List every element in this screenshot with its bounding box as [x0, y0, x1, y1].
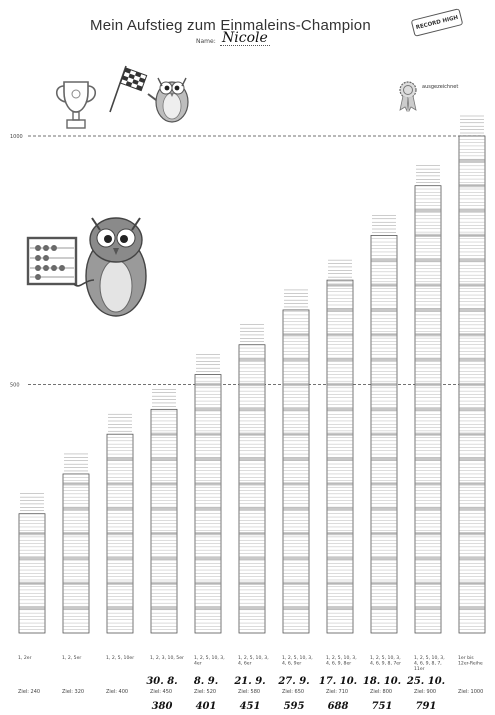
- date-label: 27. 9.: [277, 676, 309, 687]
- goal-label: Ziel: 320: [62, 689, 84, 695]
- bar-1: [18, 493, 46, 634]
- goal-label: Ziel: 580: [238, 689, 260, 695]
- goal-label: Ziel: 400: [106, 689, 128, 695]
- bar-2: [62, 453, 90, 634]
- category-label: 1, 2, 5, 10, 3, 4, 6, 9, 8er: [326, 655, 357, 667]
- date-label: 8. 9.: [194, 676, 218, 687]
- goal-label: Ziel: 650: [282, 689, 304, 695]
- category-label: 1, 2, 3, 10, 5er: [150, 655, 184, 661]
- bar-10: [414, 165, 442, 634]
- bar-3: [106, 413, 134, 634]
- category-label: 1, 2, 5, 10, 3, 4, 6er: [238, 655, 269, 667]
- rosette-icon: [399, 81, 417, 112]
- y-tick-500: 500: [10, 383, 20, 389]
- date-label: 30. 8.: [146, 676, 177, 687]
- bar-4: [150, 389, 178, 634]
- goal-label: Ziel: 710: [326, 689, 348, 695]
- date-label: 21. 9.: [233, 676, 265, 687]
- category-label: 1, 2, 5, 10, 3, 4, 6, 9, 8, 7, 11er: [414, 655, 445, 672]
- score-label: 380: [152, 701, 173, 712]
- date-label: 18. 10.: [363, 676, 401, 687]
- score-label: 595: [284, 701, 305, 712]
- goal-label: Ziel: 240: [18, 689, 40, 695]
- bar-outline: [150, 408, 178, 634]
- bar-6: [238, 324, 266, 634]
- name-label: Name:: [196, 38, 216, 45]
- bar-8: [326, 259, 354, 634]
- score-label: 688: [328, 701, 349, 712]
- trophy-icon: [55, 81, 97, 129]
- goal-label: Ziel: 1000: [458, 689, 483, 695]
- category-label: 1, 2, 5, 10, 3, 4, 6, 9, 8, 7er: [370, 655, 401, 667]
- rosette-label: ausgezeichnet: [422, 84, 459, 90]
- bar-5: [194, 354, 222, 634]
- name-value: Nicole: [222, 30, 268, 46]
- category-label: 1, 2er: [18, 655, 32, 661]
- category-label: 1, 2, 5, 10er: [106, 655, 134, 661]
- bar-7: [282, 289, 310, 634]
- category-label: 1, 2, 5, 10, 3, 4, 6, 9er: [282, 655, 313, 667]
- name-line: [220, 45, 270, 46]
- owl-abacus-icon: [26, 217, 147, 317]
- bar-outline: [414, 185, 442, 634]
- score-label: 401: [196, 701, 217, 712]
- category-label: 1er bis 12er-Reihe: [458, 655, 483, 667]
- date-label: 17. 10.: [319, 676, 357, 687]
- y-tick-1000: 1000: [10, 134, 23, 140]
- category-label: 1, 2, 5, 10, 3, 4er: [194, 655, 225, 667]
- bar-9: [370, 215, 398, 634]
- category-label: 1, 2, 5er: [62, 655, 81, 661]
- bar-outline: [238, 344, 266, 634]
- goal-label: Ziel: 900: [414, 689, 436, 695]
- bar-outline: [326, 279, 354, 634]
- score-label: 751: [372, 701, 393, 712]
- goal-label: Ziel: 450: [150, 689, 172, 695]
- goal-label: Ziel: 800: [370, 689, 392, 695]
- bar-11: [458, 115, 486, 634]
- date-label: 25. 10.: [406, 676, 445, 687]
- score-label: 791: [416, 701, 437, 712]
- score-label: 451: [240, 701, 261, 712]
- small-owl-icon: [147, 77, 189, 123]
- page-title: Mein Aufstieg zum Einmaleins-Champion: [90, 17, 371, 34]
- bar-outline: [282, 309, 310, 634]
- checkered-flag-icon: [109, 65, 148, 113]
- goal-label: Ziel: 520: [194, 689, 216, 695]
